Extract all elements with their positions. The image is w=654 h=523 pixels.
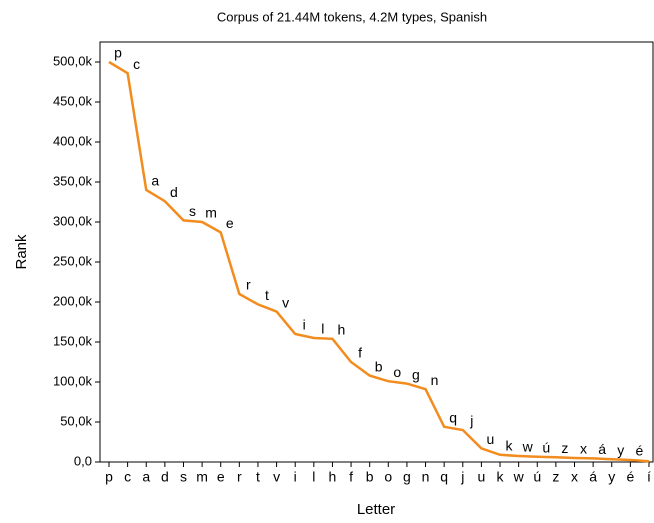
- y-tick-label: 250,0k: [53, 253, 93, 268]
- x-tick-label: x: [571, 469, 578, 485]
- y-tick-label: 50,0k: [60, 413, 92, 428]
- x-tick-label: k: [497, 469, 505, 485]
- point-label: a: [151, 173, 159, 189]
- point-label: s: [189, 203, 196, 219]
- point-label: k: [506, 438, 514, 454]
- x-tick-label: l: [312, 469, 315, 485]
- point-label: v: [282, 294, 289, 310]
- y-tick-label: 300,0k: [53, 213, 93, 228]
- x-tick-label: i: [294, 469, 297, 485]
- point-label: t: [265, 287, 269, 303]
- point-label: m: [205, 205, 217, 221]
- point-label: y: [617, 442, 624, 458]
- point-label: x: [580, 441, 587, 457]
- point-label: á: [598, 441, 606, 457]
- y-tick-label: 100,0k: [53, 373, 93, 388]
- x-tick-label: é: [626, 469, 634, 485]
- point-label: u: [487, 431, 495, 447]
- x-tick-label: v: [273, 469, 280, 485]
- x-tick-label: c: [124, 469, 131, 485]
- x-tick-label: f: [349, 469, 353, 485]
- y-tick-label: 0,0: [74, 453, 92, 468]
- x-tick-label: n: [422, 469, 430, 485]
- x-tick-label: g: [403, 469, 411, 485]
- x-tick-label: r: [237, 469, 242, 485]
- line: [108, 60, 650, 463]
- point-label: n: [431, 372, 439, 388]
- x-tick-label: j: [460, 469, 464, 485]
- x-tick-label: a: [142, 469, 150, 485]
- x-tick-label: p: [105, 469, 113, 485]
- y-tick-label: 500,0k: [53, 53, 93, 68]
- point-label: f: [358, 345, 362, 361]
- point-label: ú: [542, 440, 550, 456]
- x-tick-label: t: [256, 469, 260, 485]
- point-label: i: [303, 317, 306, 333]
- x-tick-label: h: [329, 469, 337, 485]
- y-tick-label: 200,0k: [53, 293, 93, 308]
- point-label: z: [561, 440, 568, 456]
- x-axis-label: Letter: [357, 501, 395, 518]
- x-tick-label: y: [608, 469, 615, 485]
- point-label: j: [469, 413, 473, 429]
- point-label: c: [133, 56, 140, 72]
- x-tick-label: ú: [533, 469, 541, 485]
- point-label: h: [338, 322, 346, 338]
- x-tick-label: w: [513, 469, 525, 485]
- point-label: b: [375, 358, 383, 374]
- point-label: l: [321, 321, 324, 337]
- x-tick-label: b: [366, 469, 374, 485]
- x-tick-label: z: [552, 469, 559, 485]
- plot-frame: [99, 41, 654, 463]
- point-label: q: [449, 410, 457, 426]
- point-label: é: [635, 443, 643, 459]
- x-tick-label: m: [196, 469, 208, 485]
- point-label: g: [412, 366, 420, 382]
- x-tick-label: q: [440, 469, 448, 485]
- point-label: e: [226, 215, 234, 231]
- point-label: d: [170, 184, 178, 200]
- x-tick-label: í: [647, 469, 651, 485]
- y-axis-label: Rank: [13, 234, 30, 270]
- y-tick-label: 150,0k: [53, 333, 93, 348]
- x-tick-label: d: [161, 469, 169, 485]
- point-label: r: [246, 277, 251, 293]
- y-tick-label: 350,0k: [53, 173, 93, 188]
- y-tick-label: 400,0k: [53, 133, 93, 148]
- x-tick-label: o: [384, 469, 392, 485]
- x-tick-label: e: [217, 469, 225, 485]
- chart-title: Corpus of 21.44M tokens, 4.2M types, Spa…: [217, 9, 487, 24]
- y-tick-label: 450,0k: [53, 93, 93, 108]
- x-tick-label: á: [589, 469, 597, 485]
- point-label: p: [114, 45, 122, 61]
- point-label: o: [393, 364, 401, 380]
- point-label: w: [522, 439, 534, 455]
- x-tick-label: u: [478, 469, 486, 485]
- x-tick-label: s: [180, 469, 187, 485]
